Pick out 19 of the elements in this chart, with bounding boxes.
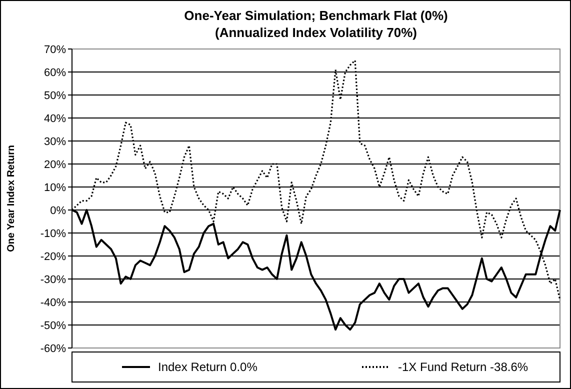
chart-subtitle: (Annualized Index Volatility 70%) <box>214 25 418 40</box>
y-axis-title: One Year Index Return <box>6 144 17 252</box>
y-tick-label: -20% <box>40 250 66 263</box>
y-tick-label: -30% <box>40 274 66 286</box>
legend-label: -1X Fund Return -38.6% <box>398 360 528 374</box>
y-tick-label: 20% <box>44 158 66 171</box>
y-tick-label: 60% <box>44 66 66 79</box>
y-tick-label: 0% <box>50 204 66 217</box>
y-tick-label: -40% <box>40 296 66 309</box>
legend-label: Index Return 0.0% <box>158 360 258 374</box>
y-tick-label: -50% <box>40 320 66 332</box>
y-tick-label: 40% <box>44 112 66 125</box>
y-tick-label: -60% <box>40 342 66 355</box>
chart-title: One-Year Simulation; Benchmark Flat (0%) <box>184 8 448 23</box>
y-tick-label: 30% <box>44 136 66 148</box>
y-tick-label: 10% <box>44 182 66 194</box>
y-tick-label: 50% <box>44 90 66 102</box>
y-tick-label: -10% <box>40 228 66 240</box>
y-tick-label: 70% <box>44 44 66 56</box>
